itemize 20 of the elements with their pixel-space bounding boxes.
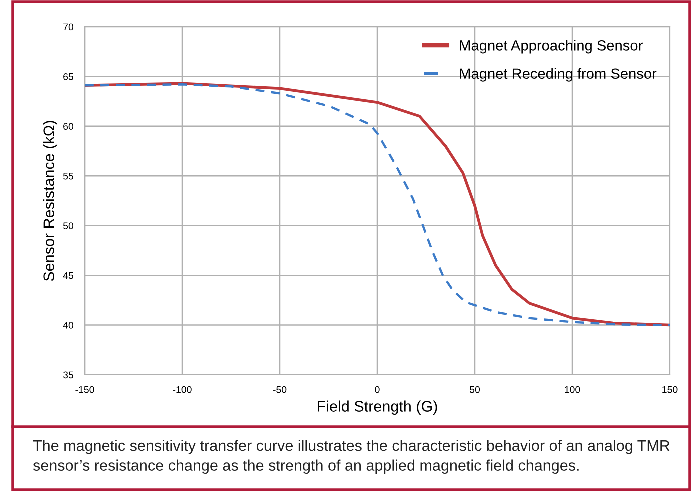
x-tick-label: -50 xyxy=(273,386,287,394)
y-tick-label: 45 xyxy=(63,272,74,280)
x-tick-label: 150 xyxy=(662,386,678,394)
x-axis-title: Field Strength (G) xyxy=(318,400,438,415)
y-tick-label: 55 xyxy=(63,172,74,180)
x-tick-label: 100 xyxy=(565,386,580,394)
y-tick-label: 35 xyxy=(63,372,74,379)
text: The magnetic sensitivity transfer curve illustrates the characteristic behavior of an analog TMR sensor’s resistance change as the strength of an applied magnetic field changes. xyxy=(33,440,670,474)
x-tick-label: -100 xyxy=(173,386,192,394)
legend-label: Magnet Approaching Sensor xyxy=(460,40,643,54)
y-tick-label: 65 xyxy=(64,73,74,80)
x-tick-label: 0 xyxy=(375,386,380,394)
x-tick-label: 50 xyxy=(470,386,480,394)
y-tick-label: 60 xyxy=(64,123,74,130)
y-axis-title: Sensor Resistance (kΩ) xyxy=(43,121,58,282)
x-tick-label: -150 xyxy=(76,386,94,394)
y-tick-label: 50 xyxy=(63,222,74,230)
y-tick-label: 70 xyxy=(64,24,74,31)
legend-label: Magnet Receding from Sensor xyxy=(460,68,657,82)
y-tick-label: 40 xyxy=(63,322,74,329)
